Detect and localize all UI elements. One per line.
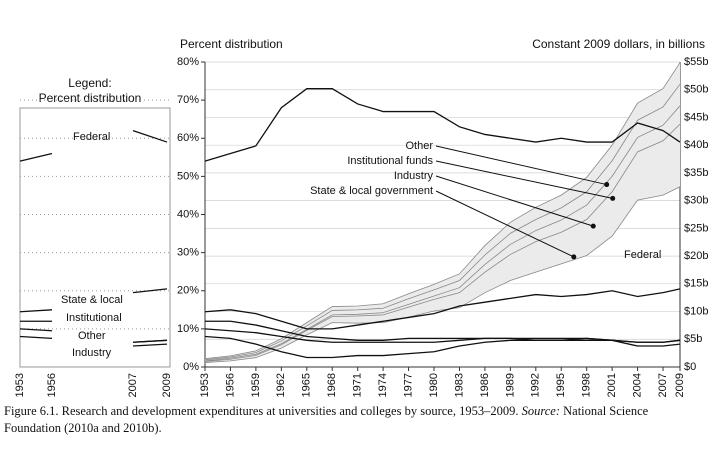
caption: Figure 6.1. Research and development exp… bbox=[4, 403, 704, 437]
x-tick-label: 2004 bbox=[631, 373, 643, 397]
x-tick-label: 1983 bbox=[453, 373, 465, 397]
stacked-line bbox=[204, 105, 681, 362]
x-tick-label: 2009 bbox=[674, 373, 686, 397]
y2-tick-label: $35b bbox=[684, 167, 708, 179]
y-tick-label: 40% bbox=[177, 208, 199, 220]
x-tick-label: 1998 bbox=[581, 373, 593, 397]
x-tick-label: 1971 bbox=[352, 373, 364, 397]
x-tick-label: 2001 bbox=[606, 373, 618, 397]
x-tick-label: 1992 bbox=[530, 373, 542, 397]
legend-label: Other bbox=[78, 330, 106, 342]
y-tick-label: 80% bbox=[177, 56, 199, 68]
annotation: Institutional funds bbox=[347, 155, 433, 167]
annotation-dot bbox=[571, 254, 577, 260]
y-tick-label: 70% bbox=[177, 94, 199, 106]
y2-tick-label: $0 bbox=[684, 361, 696, 373]
line bbox=[204, 335, 681, 359]
annotation-pointer bbox=[435, 160, 613, 199]
annotation: State & local government bbox=[310, 185, 433, 197]
y2-tick-label: $10b bbox=[684, 305, 708, 317]
stacked-line bbox=[204, 83, 681, 361]
legend-line bbox=[19, 152, 53, 162]
stacked-line bbox=[204, 123, 681, 362]
y2-tick-label: $30b bbox=[684, 195, 708, 207]
line bbox=[204, 288, 681, 330]
annotation: Federal bbox=[624, 249, 661, 261]
annotation-pointer bbox=[435, 190, 575, 258]
line bbox=[204, 88, 681, 162]
legend-line bbox=[19, 335, 53, 340]
y2-axis-label: Constant 2009 dollars, in billions bbox=[532, 37, 705, 51]
x-tick-label: 1989 bbox=[504, 373, 516, 397]
y2-tick-label: $5b bbox=[684, 333, 702, 345]
caption-text: Figure 6.1. Research and development exp… bbox=[4, 404, 519, 418]
y2-tick-label: $15b bbox=[684, 278, 708, 290]
annotation: Industry bbox=[394, 170, 434, 182]
y-tick-label: 10% bbox=[177, 323, 199, 335]
legend-x-label: 2007 bbox=[127, 373, 139, 397]
legend-line bbox=[19, 309, 53, 313]
x-tick-label: 1962 bbox=[275, 373, 287, 397]
y2-tick-label: $20b bbox=[684, 250, 708, 262]
annotation: Other bbox=[405, 140, 433, 152]
y-tick-label: 50% bbox=[177, 170, 199, 182]
x-tick-label: 1953 bbox=[199, 373, 211, 397]
annotation-dot bbox=[604, 182, 610, 188]
y-tick-label: 20% bbox=[177, 285, 199, 297]
x-tick-label: 1968 bbox=[326, 373, 338, 397]
annotation-dot bbox=[610, 195, 616, 201]
y-tick-label: 30% bbox=[177, 247, 199, 259]
y2-tick-label: $55b bbox=[684, 56, 708, 68]
chart: Percent distribution Constant 2009 dolla… bbox=[14, 37, 709, 397]
legend-label: State & local bbox=[61, 294, 123, 306]
x-tick-label: 2007 bbox=[657, 373, 669, 397]
annotation-dot bbox=[590, 223, 596, 229]
legend-label: Federal bbox=[73, 131, 110, 143]
legend-x-label: 1956 bbox=[46, 373, 58, 397]
y2-tick-label: $25b bbox=[684, 222, 708, 234]
legend-box bbox=[19, 107, 171, 368]
legend-label: Institutional bbox=[66, 312, 122, 324]
legend-line bbox=[19, 328, 53, 332]
legend-x-label: 1953 bbox=[14, 373, 26, 397]
y-tick-label: 60% bbox=[177, 132, 199, 144]
band-fill bbox=[205, 62, 680, 363]
legend-line bbox=[132, 343, 168, 347]
annotation-pointer bbox=[435, 145, 607, 186]
x-tick-label: 1956 bbox=[224, 373, 236, 397]
x-tick-label: 1965 bbox=[301, 373, 313, 397]
annotation-pointer bbox=[435, 175, 594, 227]
y2-tick-label: $40b bbox=[684, 139, 708, 151]
legend-line bbox=[132, 288, 168, 294]
y2-tick-label: $45b bbox=[684, 111, 708, 123]
x-tick-label: 1974 bbox=[377, 373, 389, 397]
x-tick-label: 1986 bbox=[479, 373, 491, 397]
legend-x-label: 2009 bbox=[161, 373, 173, 397]
legend-label: Industry bbox=[72, 347, 112, 359]
x-tick-label: 1959 bbox=[250, 373, 262, 397]
y2-tick-label: $50b bbox=[684, 84, 708, 96]
legend-line bbox=[132, 339, 168, 343]
caption-source-label: Source: bbox=[521, 404, 560, 418]
stacked-line bbox=[204, 62, 681, 360]
x-tick-label: 1995 bbox=[555, 373, 567, 397]
y-tick-label: 0% bbox=[183, 361, 199, 373]
legend-line bbox=[132, 130, 168, 143]
x-tick-label: 1977 bbox=[402, 373, 414, 397]
x-tick-label: 1980 bbox=[428, 373, 440, 397]
legend-title: Legend: bbox=[68, 76, 111, 90]
legend-title: Percent distribution bbox=[39, 91, 142, 105]
y-axis-label: Percent distribution bbox=[180, 37, 283, 51]
caption-source: National Science Foundation (2010a and 2… bbox=[4, 404, 649, 435]
